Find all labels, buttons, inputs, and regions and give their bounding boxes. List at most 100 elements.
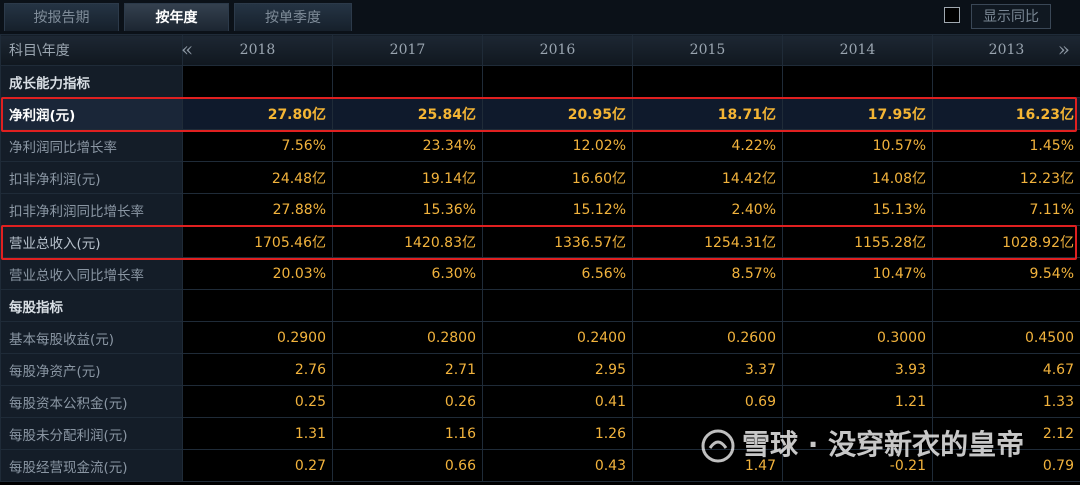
value-cell: 0.79 bbox=[932, 449, 1080, 482]
row-label: 营业总收入(元) bbox=[0, 225, 183, 258]
row-label: 扣非净利润同比增长率 bbox=[0, 193, 183, 226]
table-row[interactable]: 营业总收入同比增长率 20.03% 6.30% 6.56% 8.57% 10.47% 9.5… bbox=[0, 257, 1080, 290]
value-cell bbox=[482, 65, 633, 98]
show-yoy-checkbox[interactable] bbox=[944, 7, 960, 23]
value-cell bbox=[482, 289, 633, 322]
value-cell bbox=[782, 417, 933, 450]
value-cell: 0.69 bbox=[632, 385, 783, 418]
value-cell bbox=[332, 289, 483, 322]
table-row[interactable]: 净利润(元) 27.80亿 25.84亿 20.95亿 18.71亿 17.95亿 16.2… bbox=[0, 97, 1080, 130]
year-label: 2014 bbox=[839, 42, 876, 58]
column-header-year: « 2018 bbox=[181, 34, 333, 66]
row-label: 每股资本公积金(元) bbox=[0, 385, 183, 418]
value-cell: 23.34% bbox=[332, 129, 483, 162]
value-cell: 16.23亿 bbox=[932, 97, 1080, 130]
value-cell: 6.30% bbox=[332, 257, 483, 290]
value-cell: 2.12 bbox=[932, 417, 1080, 450]
value-cell: 4.22% bbox=[632, 129, 783, 162]
tab-by-report-period[interactable]: 按报告期 bbox=[4, 3, 119, 31]
value-cell: 1336.57亿 bbox=[482, 225, 633, 258]
table-row[interactable]: 每股未分配利润(元) 1.31 1.16 1.26 2.12 bbox=[0, 417, 1080, 450]
value-cell: 27.80亿 bbox=[182, 97, 333, 130]
table-row[interactable]: 每股资本公积金(元) 0.25 0.26 0.41 0.69 1.21 1.33 bbox=[0, 385, 1080, 418]
table-row[interactable]: 每股经营现金流(元) 0.27 0.66 0.43 1.47 -0.21 0.79 bbox=[0, 449, 1080, 482]
value-cell: 7.11% bbox=[932, 193, 1080, 226]
value-cell: 10.47% bbox=[782, 257, 933, 290]
value-cell: 0.41 bbox=[482, 385, 633, 418]
table-header-row: 科目\年度 « 2018 2017 2016 2015 2014 2013 » bbox=[0, 34, 1080, 66]
value-cell: 7.56% bbox=[182, 129, 333, 162]
value-cell: 12.23亿 bbox=[932, 161, 1080, 194]
value-cell: 0.66 bbox=[332, 449, 483, 482]
column-header-year: 2013 » bbox=[932, 34, 1080, 66]
column-header-year: 2014 bbox=[782, 34, 933, 66]
value-cell: 14.08亿 bbox=[782, 161, 933, 194]
value-cell: 2.71 bbox=[332, 353, 483, 386]
value-cell: 2.76 bbox=[182, 353, 333, 386]
value-cell: 1.31 bbox=[182, 417, 333, 450]
value-cell bbox=[182, 65, 333, 98]
table-row[interactable]: 成长能力指标 bbox=[0, 65, 1080, 98]
row-label: 每股净资产(元) bbox=[0, 353, 183, 386]
value-cell bbox=[932, 65, 1080, 98]
table-row[interactable]: 营业总收入(元) 1705.46亿 1420.83亿 1336.57亿 1254.31亿… bbox=[0, 225, 1080, 258]
row-label: 每股未分配利润(元) bbox=[0, 417, 183, 450]
value-cell: 15.13% bbox=[782, 193, 933, 226]
tab-by-quarter[interactable]: 按单季度 bbox=[234, 3, 352, 31]
value-cell: 17.95亿 bbox=[782, 97, 933, 130]
value-cell: 0.3000 bbox=[782, 321, 933, 354]
snowball-logo-icon bbox=[701, 429, 735, 463]
value-cell bbox=[632, 289, 783, 322]
prev-years-arrow-icon[interactable]: « bbox=[181, 37, 194, 61]
value-cell: 3.37 bbox=[632, 353, 783, 386]
column-header-year: 2015 bbox=[632, 34, 783, 66]
value-cell: 8.57% bbox=[632, 257, 783, 290]
value-cell bbox=[332, 65, 483, 98]
value-cell: 12.02% bbox=[482, 129, 633, 162]
column-header-year: 2016 bbox=[482, 34, 633, 66]
row-label: 净利润(元) bbox=[0, 97, 183, 130]
table-row[interactable]: 扣非净利润同比增长率 27.88% 15.36% 15.12% 2.40% 15.13% 7… bbox=[0, 193, 1080, 226]
value-cell: 15.12% bbox=[482, 193, 633, 226]
value-cell: 24.48亿 bbox=[182, 161, 333, 194]
value-cell: 1028.92亿 bbox=[932, 225, 1080, 258]
row-label: 每股经营现金流(元) bbox=[0, 449, 183, 482]
value-cell: 1705.46亿 bbox=[182, 225, 333, 258]
value-cell: 1.26 bbox=[482, 417, 633, 450]
row-label: 成长能力指标 bbox=[0, 65, 183, 98]
value-cell: 18.71亿 bbox=[632, 97, 783, 130]
value-cell: 0.2800 bbox=[332, 321, 483, 354]
table-row[interactable]: 净利润同比增长率 7.56% 23.34% 12.02% 4.22% 10.57% 1.45… bbox=[0, 129, 1080, 162]
table-row[interactable]: 基本每股收益(元) 0.2900 0.2800 0.2400 0.2600 0.3000 0… bbox=[0, 321, 1080, 354]
table-row[interactable]: 每股指标 bbox=[0, 289, 1080, 322]
value-cell: 2.95 bbox=[482, 353, 633, 386]
financial-indicators-table: 科目\年度 « 2018 2017 2016 2015 2014 2013 » … bbox=[0, 34, 1080, 482]
value-cell: 20.03% bbox=[182, 257, 333, 290]
tab-bar: 按报告期 按年度 按单季度 显示同比 bbox=[0, 0, 1080, 34]
value-cell: 15.36% bbox=[332, 193, 483, 226]
table-row[interactable]: 每股净资产(元) 2.76 2.71 2.95 3.37 3.93 4.67 bbox=[0, 353, 1080, 386]
tab-by-year[interactable]: 按年度 bbox=[124, 3, 229, 31]
show-yoy-button[interactable]: 显示同比 bbox=[971, 4, 1051, 29]
row-label: 扣非净利润(元) bbox=[0, 161, 183, 194]
row-label: 营业总收入同比增长率 bbox=[0, 257, 183, 290]
value-cell: 20.95亿 bbox=[482, 97, 633, 130]
column-header-subject-year: 科目\年度 bbox=[0, 34, 183, 66]
value-cell: 0.2400 bbox=[482, 321, 633, 354]
table-row[interactable]: 扣非净利润(元) 24.48亿 19.14亿 16.60亿 14.42亿 14.08亿 12… bbox=[0, 161, 1080, 194]
value-cell: 0.2600 bbox=[632, 321, 783, 354]
value-cell: 1.16 bbox=[332, 417, 483, 450]
value-cell bbox=[932, 289, 1080, 322]
value-cell: 0.27 bbox=[182, 449, 333, 482]
value-cell: 1.33 bbox=[932, 385, 1080, 418]
year-label: 2015 bbox=[689, 42, 726, 58]
row-label: 基本每股收益(元) bbox=[0, 321, 183, 354]
value-cell: 27.88% bbox=[182, 193, 333, 226]
next-years-arrow-icon[interactable]: » bbox=[1057, 37, 1070, 61]
row-label: 每股指标 bbox=[0, 289, 183, 322]
year-label: 2017 bbox=[389, 42, 426, 58]
year-label: 2018 bbox=[239, 42, 276, 58]
value-cell: 1254.31亿 bbox=[632, 225, 783, 258]
value-cell bbox=[632, 65, 783, 98]
value-cell bbox=[182, 289, 333, 322]
